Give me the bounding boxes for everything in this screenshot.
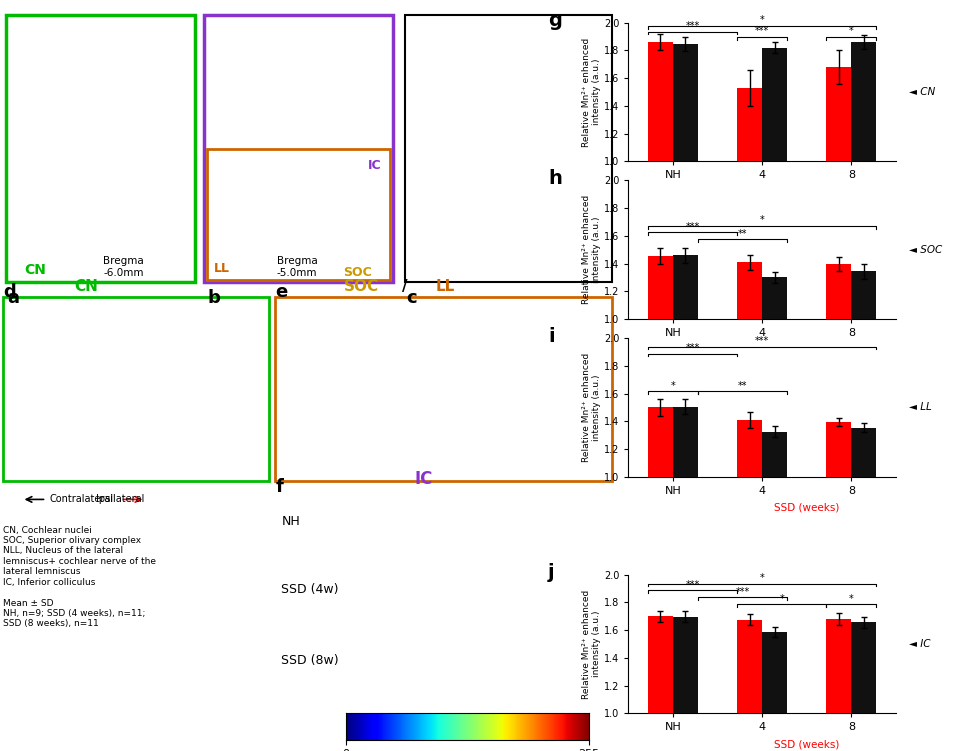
Text: SSD (4w): SSD (4w) [281, 583, 339, 596]
Bar [851, 271, 877, 458]
Bar [648, 616, 673, 751]
Bar [851, 427, 877, 616]
Y-axis label: Relative Mn²⁺ enhanced
intensity (a.u.): Relative Mn²⁺ enhanced intensity (a.u.) [581, 38, 601, 146]
Text: SSD (weeks): SSD (weeks) [774, 502, 840, 513]
Text: b: b [207, 289, 220, 307]
Text: *: * [779, 594, 784, 604]
Bar [737, 88, 762, 300]
Text: LL: LL [213, 262, 230, 275]
Bar [673, 44, 697, 300]
Text: SSD (weeks): SSD (weeks) [774, 187, 840, 198]
Text: SSD (8w): SSD (8w) [281, 654, 339, 668]
Text: ***: *** [686, 21, 699, 31]
Text: i: i [547, 327, 554, 345]
Text: **: ** [737, 381, 747, 391]
Text: ◄ CN: ◄ CN [910, 87, 936, 97]
Text: ***: *** [686, 343, 699, 353]
Text: *: * [849, 594, 854, 604]
Text: /: / [402, 279, 408, 294]
Text: Contralateral: Contralateral [50, 494, 114, 505]
Text: *: * [760, 573, 765, 583]
Text: SOC: SOC [343, 266, 372, 279]
Text: LL: LL [435, 279, 455, 294]
Text: e: e [276, 282, 287, 300]
Bar [762, 432, 787, 616]
Text: ◄ SOC: ◄ SOC [910, 245, 943, 255]
Text: a: a [8, 289, 19, 307]
Y-axis label: Relative Mn²⁺ enhanced
intensity (a.u.): Relative Mn²⁺ enhanced intensity (a.u.) [581, 590, 601, 698]
Y-axis label: Relative Mn²⁺ enhanced
intensity (a.u.): Relative Mn²⁺ enhanced intensity (a.u.) [581, 353, 601, 462]
Text: *: * [849, 26, 854, 36]
Bar [826, 67, 851, 300]
Text: SSD (weeks): SSD (weeks) [774, 739, 840, 749]
Bar [762, 277, 787, 458]
Y-axis label: Relative Mn²⁺ enhanced
intensity (a.u.): Relative Mn²⁺ enhanced intensity (a.u.) [581, 195, 601, 304]
Text: ***: *** [686, 222, 699, 231]
Text: c: c [406, 289, 417, 307]
Text: ***: *** [735, 587, 750, 597]
Text: **: ** [737, 228, 747, 239]
Bar [851, 623, 877, 751]
Bar [673, 255, 697, 458]
Text: ***: *** [755, 336, 769, 346]
Text: ***: *** [686, 580, 699, 590]
Bar [737, 262, 762, 458]
Text: IC: IC [368, 159, 382, 172]
Text: CN, Cochlear nuclei
SOC, Superior olivary complex
NLL, Nucleus of the lateral
le: CN, Cochlear nuclei SOC, Superior olivar… [3, 526, 156, 629]
Text: ◄ LL: ◄ LL [910, 403, 932, 412]
Text: Ipsilateral: Ipsilateral [95, 494, 144, 505]
Bar [276, 297, 613, 481]
Text: *: * [760, 15, 765, 26]
Bar [6, 15, 195, 282]
Text: CN: CN [75, 279, 98, 294]
Text: j: j [547, 563, 554, 582]
Text: ◄ IC: ◄ IC [910, 639, 931, 649]
Bar [762, 632, 787, 751]
Bar [851, 42, 877, 300]
Text: g: g [547, 11, 562, 30]
Bar [826, 264, 851, 458]
Bar [673, 407, 697, 616]
Text: *: * [670, 381, 675, 391]
Text: IC: IC [415, 470, 432, 488]
Bar [737, 620, 762, 751]
Text: f: f [276, 478, 283, 496]
Bar [207, 149, 390, 280]
Text: SOC: SOC [344, 279, 380, 294]
Bar [673, 617, 697, 751]
Bar [648, 407, 673, 616]
Text: Bregma
-5.0mm: Bregma -5.0mm [277, 256, 318, 278]
Bar [826, 422, 851, 616]
Bar [648, 256, 673, 458]
Text: NH: NH [281, 515, 300, 529]
Bar [405, 15, 613, 282]
Text: d: d [3, 282, 16, 300]
Text: *: * [760, 216, 765, 225]
Bar [205, 15, 393, 282]
Bar [648, 42, 673, 300]
Bar [737, 420, 762, 616]
Bar [762, 47, 787, 300]
Text: CN: CN [24, 263, 47, 277]
Text: h: h [547, 169, 562, 188]
Text: Bregma
-6.0mm: Bregma -6.0mm [103, 256, 144, 278]
Text: SSD (weeks): SSD (weeks) [774, 345, 840, 355]
Text: ***: *** [755, 26, 769, 36]
Bar [826, 619, 851, 751]
Bar [3, 297, 269, 481]
